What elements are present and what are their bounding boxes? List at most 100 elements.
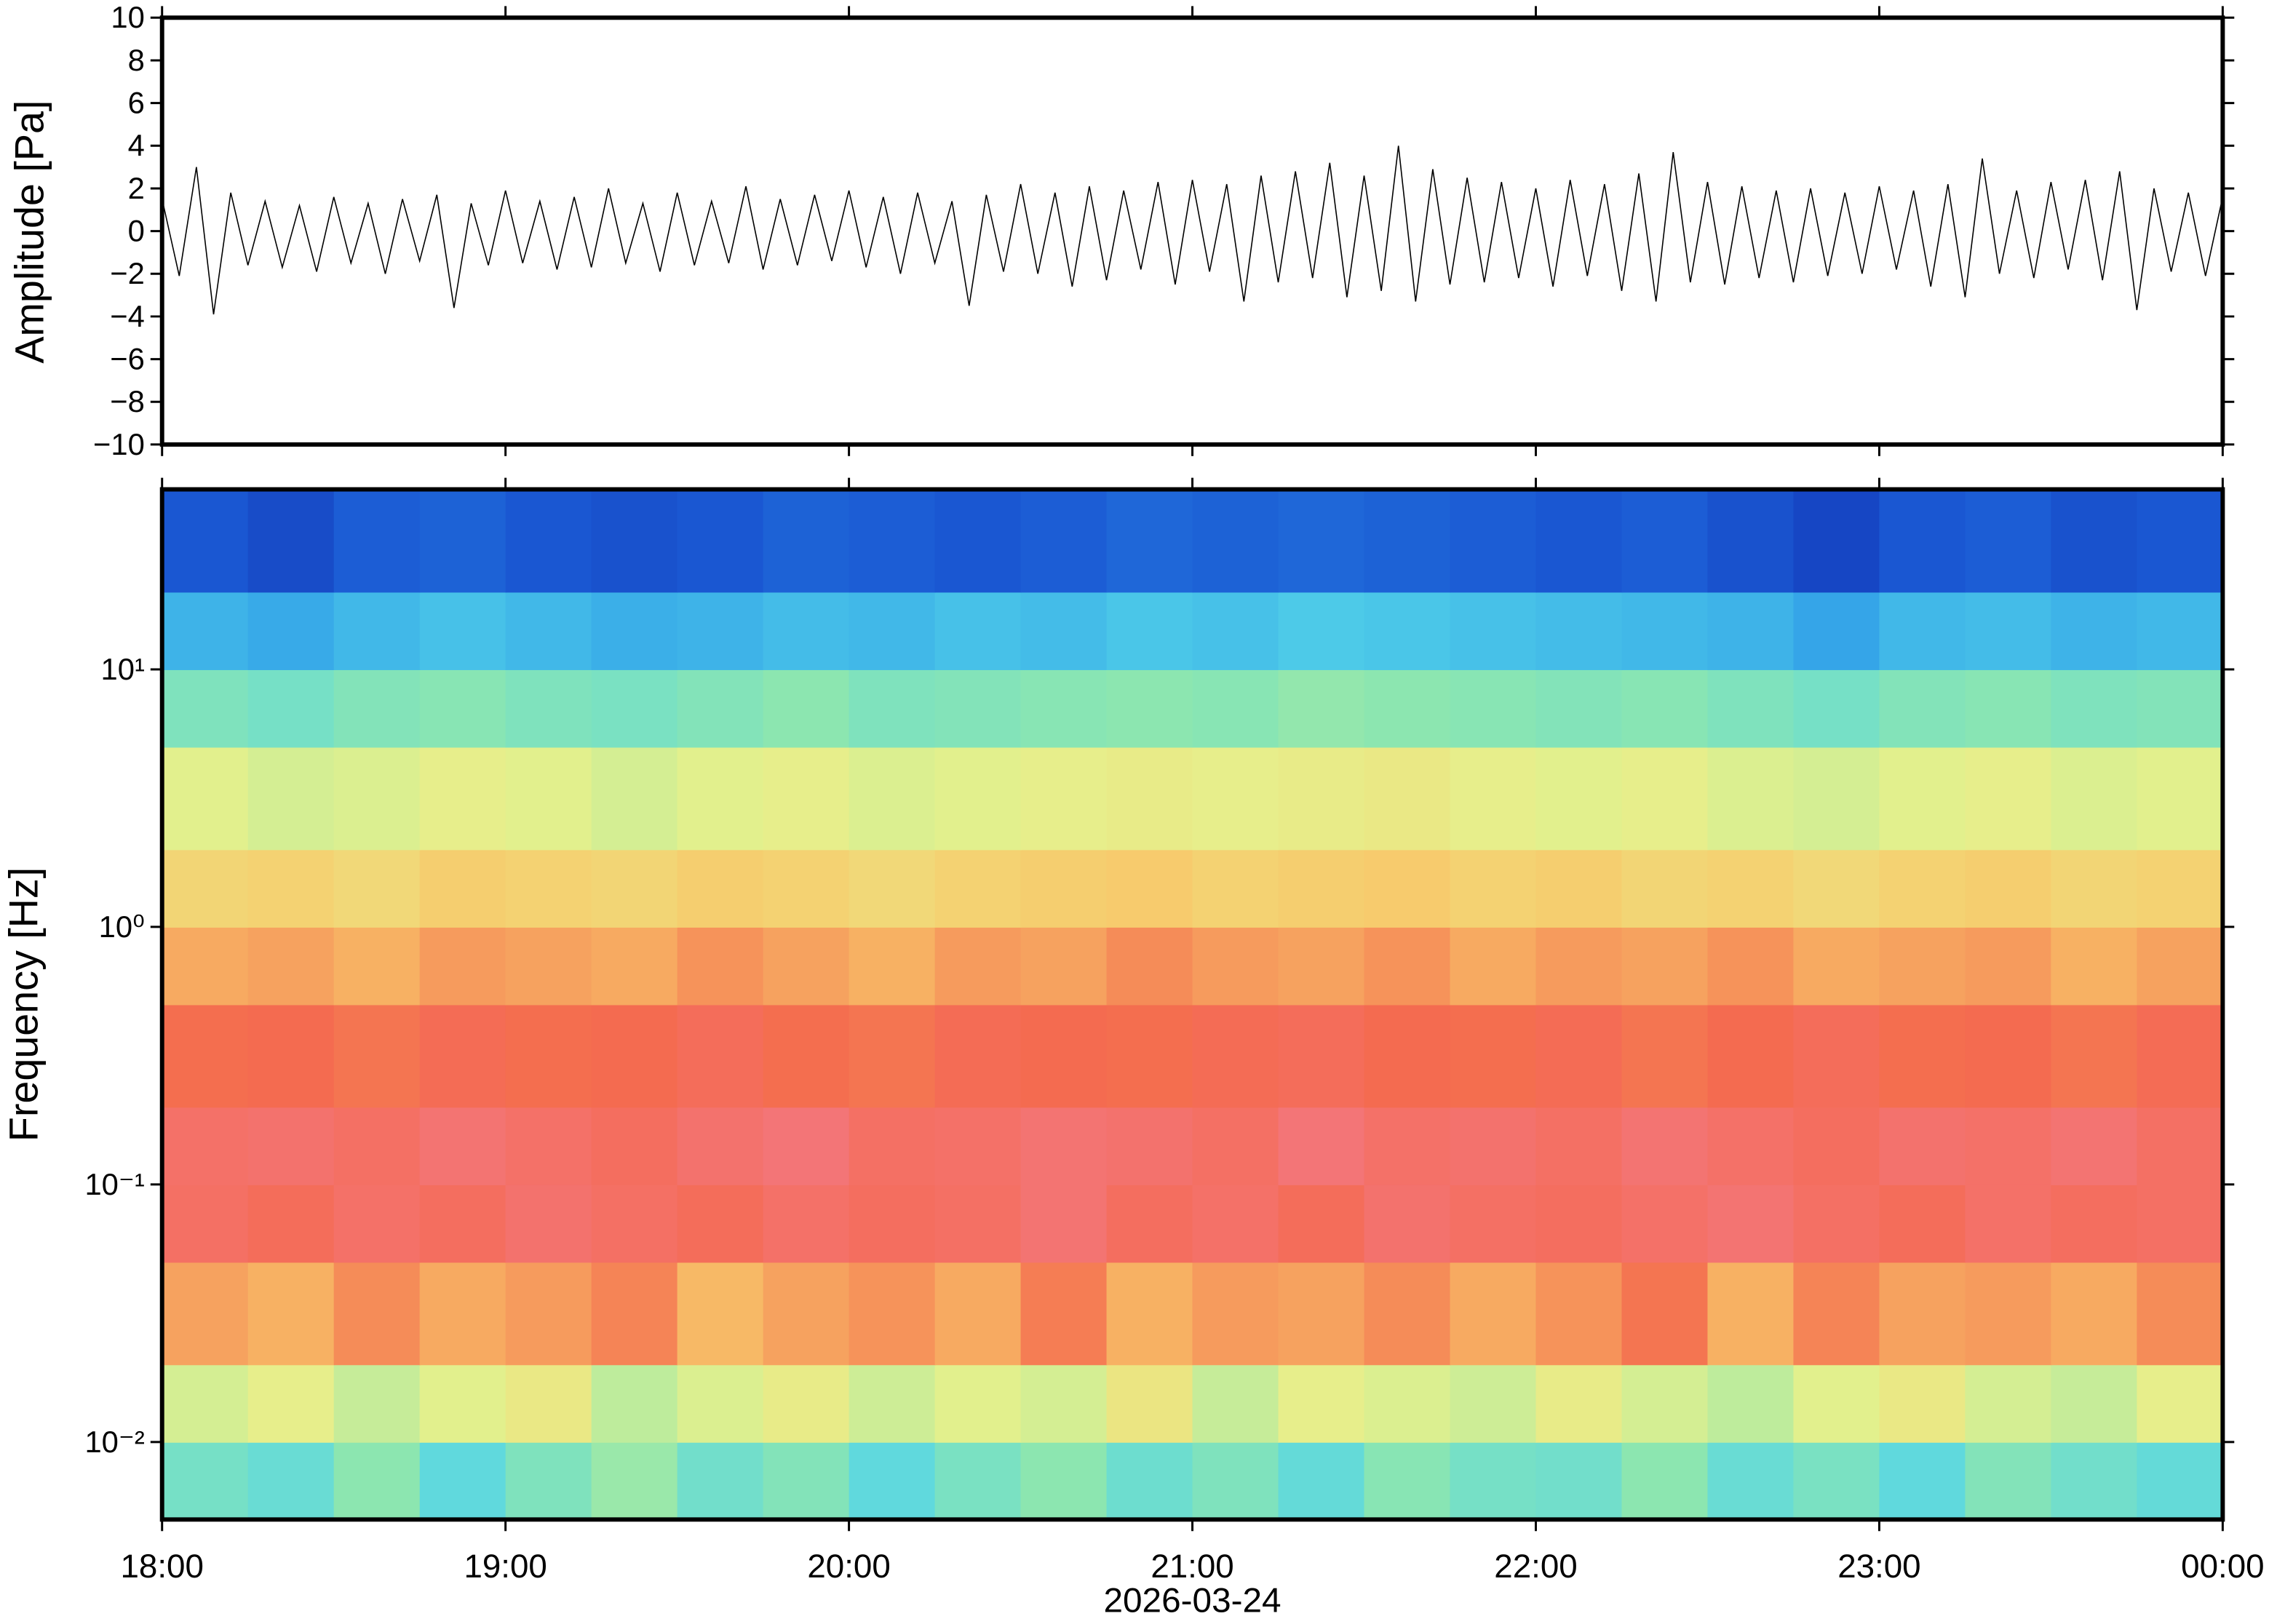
heat-cell [1793, 1004, 1880, 1108]
heat-cell [763, 669, 850, 748]
heat-cell [1965, 1364, 2052, 1443]
heat-cell [505, 1107, 592, 1185]
heat-cell [162, 489, 249, 593]
y-tick-label: −6 [110, 342, 145, 376]
y-tick-label: 10⁰ [99, 909, 145, 944]
heat-cell [1364, 1004, 1451, 1108]
heat-cell [1879, 1364, 1966, 1443]
heat-cell [2137, 1364, 2224, 1443]
heat-cell [591, 592, 678, 670]
heat-cell [2051, 1107, 2138, 1185]
heatmap [162, 489, 2224, 1521]
heat-cell [1535, 669, 1623, 748]
heat-cell [1192, 747, 1279, 851]
heat-cell [1450, 489, 1537, 593]
heat-cell [505, 1262, 592, 1366]
heat-cell [2137, 1441, 2224, 1521]
heat-cell [1965, 1004, 2052, 1108]
heat-cell [849, 1441, 936, 1521]
heat-cell [1793, 747, 1880, 851]
heat-cell [591, 849, 678, 928]
heat-cell [934, 1262, 1022, 1366]
heat-cell [247, 489, 335, 593]
heat-cell [419, 1441, 506, 1521]
heat-cell [1707, 926, 1795, 1006]
heat-cell [1535, 1184, 1623, 1263]
heat-cell [1020, 1364, 1108, 1443]
heat-cell [1879, 1441, 1966, 1521]
heat-cell [591, 1107, 678, 1185]
heat-cell [419, 1364, 506, 1443]
heat-cell [1020, 669, 1108, 748]
heat-cell [1793, 592, 1880, 670]
heat-cell [591, 747, 678, 851]
heat-cell [1106, 1004, 1193, 1108]
heat-cell [333, 1107, 421, 1185]
heat-cell [2137, 747, 2224, 851]
y-tick-label: −2 [110, 256, 145, 290]
heat-cell [1106, 489, 1193, 593]
heat-cell [333, 1184, 421, 1263]
heat-cell [677, 926, 764, 1006]
heat-cell [162, 669, 249, 748]
heat-cell [1364, 1364, 1451, 1443]
heat-cell [677, 669, 764, 748]
heat-cell [1278, 1184, 1365, 1263]
x-axis-title: 2026-03-24 [1103, 1582, 1281, 1620]
heat-cell [1965, 489, 2052, 593]
heat-cell [333, 489, 421, 593]
heat-cell [849, 669, 936, 748]
heat-cell [1192, 1441, 1279, 1521]
heat-cell [1278, 489, 1365, 593]
heat-cell [1106, 1441, 1193, 1521]
heat-cell [2051, 1004, 2138, 1108]
heat-cell [1707, 1262, 1795, 1366]
heat-cell [2137, 849, 2224, 928]
heat-cell [849, 926, 936, 1006]
heat-cell [1364, 1107, 1451, 1185]
heat-cell [1364, 926, 1451, 1006]
heat-cell [419, 669, 506, 748]
heat-cell [1106, 926, 1193, 1006]
heat-cell [1106, 592, 1193, 670]
heat-cell [2137, 1184, 2224, 1263]
heat-cell [1450, 926, 1537, 1006]
heat-cell [1020, 926, 1108, 1006]
heat-cell [677, 1364, 764, 1443]
heat-cell [1793, 1107, 1880, 1185]
y-tick-label: 10⁻² [84, 1425, 144, 1459]
heat-cell [162, 1364, 249, 1443]
heat-cell [1192, 1004, 1279, 1108]
heat-cell [419, 489, 506, 593]
heat-cell [1879, 1107, 1966, 1185]
heat-cell [1278, 849, 1365, 928]
heat-cell [2051, 1184, 2138, 1263]
heat-cell [1707, 1004, 1795, 1108]
heat-cell [849, 747, 936, 851]
heat-cell [2051, 1441, 2138, 1521]
heat-cell [677, 1262, 764, 1366]
heat-cell [505, 926, 592, 1006]
heat-cell [1707, 1364, 1795, 1443]
heat-cell [934, 849, 1022, 928]
heat-cell [1450, 1004, 1537, 1108]
heat-cell [1793, 1441, 1880, 1521]
heat-cell [1965, 669, 2052, 748]
heat-cell [1965, 747, 2052, 851]
heat-cell [1965, 849, 2052, 928]
heat-cell [333, 747, 421, 851]
heat-cell [763, 489, 850, 593]
heat-cell [1621, 669, 1709, 748]
heat-cell [1621, 489, 1709, 593]
heat-cell [2051, 747, 2138, 851]
heat-cell [247, 1364, 335, 1443]
heat-cell [1106, 1107, 1193, 1185]
heat-cell [1879, 1262, 1966, 1366]
heat-cell [1450, 747, 1537, 851]
heat-cell [677, 1004, 764, 1108]
heat-cell [333, 1004, 421, 1108]
heat-cell [1707, 747, 1795, 851]
heat-cell [2137, 1004, 2224, 1108]
heat-cell [1278, 592, 1365, 670]
y-tick-label: 10¹ [101, 652, 145, 686]
